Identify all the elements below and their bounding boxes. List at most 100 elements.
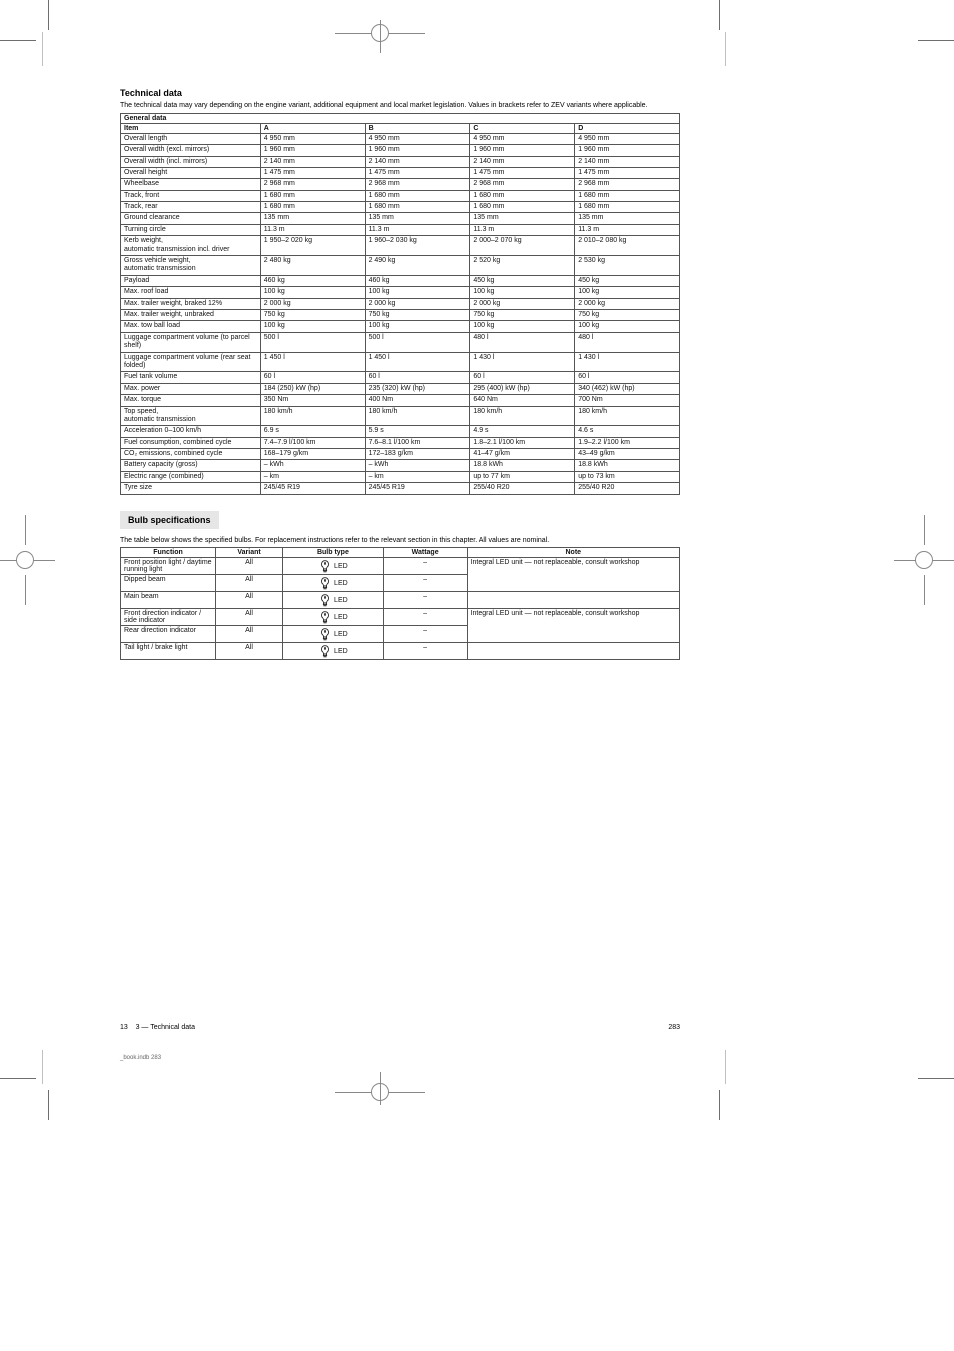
- spec-val: 100 kg: [260, 321, 365, 332]
- content-area: Technical data The technical data may va…: [120, 88, 680, 660]
- spec-val: 7.4–7.9 l/100 km: [260, 437, 365, 448]
- crop-mark-bl: [0, 1050, 60, 1120]
- spec-label: Fuel tank volume: [121, 372, 261, 383]
- spec-val: 60 l: [260, 372, 365, 383]
- table-row: Front direction indicator / side indicat…: [121, 609, 680, 626]
- spec-label: Luggage compartment volume (to parcel sh…: [121, 332, 261, 352]
- bulb-variant: All: [216, 609, 283, 626]
- spec-val: 4 950 mm: [575, 133, 680, 144]
- bulb-note: Integral LED unit — not replaceable, con…: [467, 609, 679, 643]
- spec-val: 135 mm: [260, 213, 365, 224]
- bulb-type: LED: [283, 558, 384, 575]
- spec-col-0: Item: [121, 123, 261, 133]
- spec-val: 1 450 l: [260, 352, 365, 372]
- spec-label: Fuel consumption, combined cycle: [121, 437, 261, 448]
- bulb-variant: All: [216, 575, 283, 592]
- spec-label: Overall height: [121, 167, 261, 178]
- spec-val: 245/45 R19: [365, 483, 470, 494]
- spec-val: 11.3 m: [575, 224, 680, 235]
- table-row: Max. trailer weight, braked 12%2 000 kg2…: [121, 298, 680, 309]
- spec-val: 750 kg: [470, 310, 575, 321]
- footer-section-name: 3 — Technical data: [136, 1024, 195, 1031]
- bulb-icon: [318, 593, 332, 607]
- spec-label: CO₂ emissions, combined cycle: [121, 449, 261, 460]
- spec-val: 60 l: [575, 372, 680, 383]
- crop-mark-tr: [704, 0, 954, 70]
- table-row: Max. torque350 Nm400 Nm640 Nm700 Nm: [121, 395, 680, 406]
- bulb-fn: Tail light / brake light: [121, 643, 216, 660]
- spec-val: 1 475 mm: [365, 167, 470, 178]
- spec-val: – kWh: [260, 460, 365, 471]
- spec-val: 4 950 mm: [260, 133, 365, 144]
- spec-label: Track, front: [121, 190, 261, 201]
- bulb-col-1: Variant: [216, 548, 283, 558]
- bulb-variant: All: [216, 626, 283, 643]
- spec-val: 4 950 mm: [365, 133, 470, 144]
- table-row: Electric range (combined)– km– kmup to 7…: [121, 471, 680, 482]
- spec-val: 1 680 mm: [575, 190, 680, 201]
- crop-mark-tl: [0, 0, 60, 70]
- bulb-watt: –: [383, 609, 467, 626]
- footer-section-num: 13: [120, 1024, 128, 1031]
- spec-label: Ground clearance: [121, 213, 261, 224]
- spec-val: 1 960 mm: [260, 145, 365, 156]
- table-row: Luggage compartment volume (to parcel sh…: [121, 332, 680, 352]
- spec-val: 1 680 mm: [365, 202, 470, 213]
- table-row: Max. trailer weight, unbraked750 kg750 k…: [121, 310, 680, 321]
- table-row: Main beamAll LED–: [121, 592, 680, 609]
- spec-val: 2 140 mm: [260, 156, 365, 167]
- table-row: Kerb weight,automatic transmission incl.…: [121, 236, 680, 256]
- bulb-icon: [318, 644, 332, 658]
- bulb-icon: [318, 627, 332, 641]
- spec-col-3: C: [470, 123, 575, 133]
- table-row: Turning circle11.3 m11.3 m11.3 m11.3 m: [121, 224, 680, 235]
- spec-val: 100 kg: [365, 321, 470, 332]
- bulb-icon: [318, 610, 332, 624]
- spec-label: Track, rear: [121, 202, 261, 213]
- spec-val: 180 km/h: [260, 406, 365, 426]
- spec-val: 480 l: [470, 332, 575, 352]
- bulb-type: LED: [283, 575, 384, 592]
- spec-label: Max. roof load: [121, 287, 261, 298]
- spec-label: Tyre size: [121, 483, 261, 494]
- spec-val: 1 680 mm: [470, 202, 575, 213]
- spec-val: 1 475 mm: [260, 167, 365, 178]
- spec-val: 400 Nm: [365, 395, 470, 406]
- spec-val: 245/45 R19: [260, 483, 365, 494]
- spec-val: 1 960–2 030 kg: [365, 236, 470, 256]
- spec-val: 1 950–2 020 kg: [260, 236, 365, 256]
- bulb-lead: The table below shows the specified bulb…: [120, 537, 680, 546]
- spec-val: 184 (250) kW (hp): [260, 383, 365, 394]
- table-row: Acceleration 0–100 km/h6.9 s5.9 s4.9 s4.…: [121, 426, 680, 437]
- table-row: Overall height1 475 mm1 475 mm1 475 mm1 …: [121, 167, 680, 178]
- bulb-watt: –: [383, 575, 467, 592]
- spec-val: 460 kg: [260, 275, 365, 286]
- table-row: CO₂ emissions, combined cycle168–179 g/k…: [121, 449, 680, 460]
- spec-label: Electric range (combined): [121, 471, 261, 482]
- spec-table-title: General data: [121, 113, 680, 123]
- table-row: Tail light / brake lightAll LED–: [121, 643, 680, 660]
- spec-val: 100 kg: [470, 321, 575, 332]
- spec-val: 6.9 s: [260, 426, 365, 437]
- bulb-fn: Main beam: [121, 592, 216, 609]
- spec-label: Max. torque: [121, 395, 261, 406]
- spec-val: 60 l: [470, 372, 575, 383]
- registration-mark-top: [335, 3, 425, 63]
- spec-label: Turning circle: [121, 224, 261, 235]
- bulb-fn: Dipped beam: [121, 575, 216, 592]
- spec-val: 450 kg: [470, 275, 575, 286]
- table-row: Fuel consumption, combined cycle7.4–7.9 …: [121, 437, 680, 448]
- spec-label: Kerb weight,automatic transmission incl.…: [121, 236, 261, 256]
- table-row: Overall width (excl. mirrors)1 960 mm1 9…: [121, 145, 680, 156]
- spec-val: 1.8–2.1 l/100 km: [470, 437, 575, 448]
- lead-text: The technical data may vary depending on…: [120, 102, 680, 111]
- spec-val: 2 968 mm: [365, 179, 470, 190]
- spec-val: 11.3 m: [365, 224, 470, 235]
- bulb-variant: All: [216, 558, 283, 575]
- spec-val: 750 kg: [365, 310, 470, 321]
- spec-val: 350 Nm: [260, 395, 365, 406]
- table-row: Max. tow ball load100 kg100 kg100 kg100 …: [121, 321, 680, 332]
- table-row: Fuel tank volume60 l60 l60 l60 l: [121, 372, 680, 383]
- spec-label: Max. trailer weight, braked 12%: [121, 298, 261, 309]
- spec-val: 500 l: [260, 332, 365, 352]
